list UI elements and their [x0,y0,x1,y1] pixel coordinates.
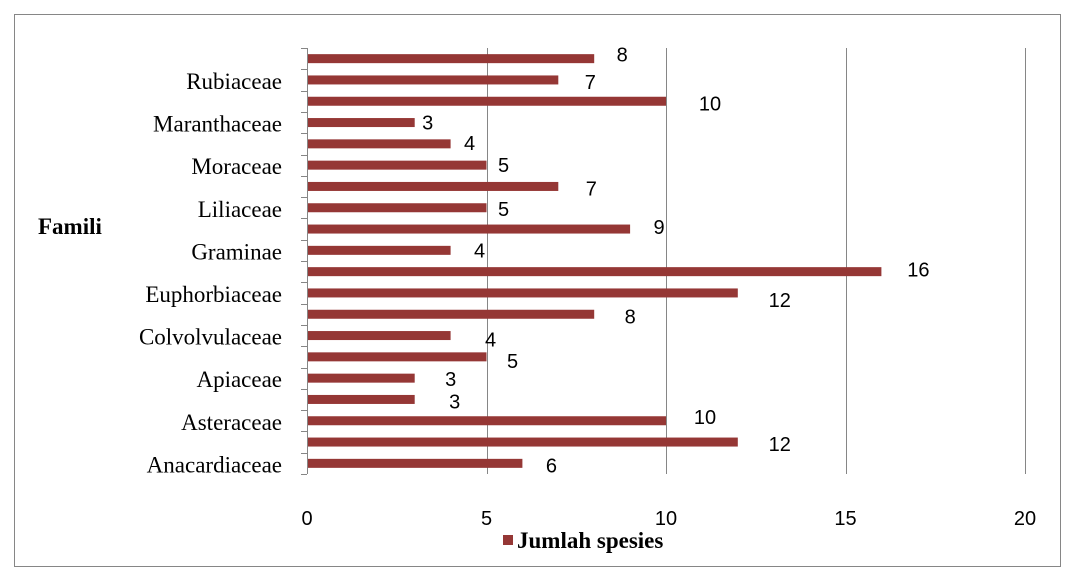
bar [308,160,487,170]
value-axis-labels: 0 5 10 15 20 [301,508,1036,530]
category-label: Moraceae [191,154,282,179]
x-tick-label: 15 [834,508,856,530]
legend-label: Jumlah spesies [517,528,663,553]
category-label: Apiaceae [196,367,282,392]
category-label: Euphorbiaceae [145,282,282,307]
bar [308,437,738,447]
bars [308,54,882,468]
chart-frame [14,14,1061,567]
bar [308,309,595,319]
data-label: 7 [585,72,596,94]
category-label: Asteraceae [181,410,282,435]
bar [308,54,595,64]
bar [308,394,415,404]
data-label: 10 [694,407,716,429]
bar [308,118,415,128]
bar [308,458,523,468]
data-label: 3 [445,369,456,391]
data-label: 5 [507,351,518,373]
x-tick-label: 0 [301,508,312,530]
bar [308,267,882,277]
bar [308,288,738,298]
data-label: 4 [485,330,496,352]
bar [308,416,666,426]
data-label: 7 [586,178,597,200]
bar [308,224,631,234]
category-label: Rubiaceae [186,69,282,94]
x-tick-label: 5 [481,508,492,530]
bar [308,203,487,213]
data-label: 9 [654,217,665,239]
bar [308,373,415,383]
category-label: Maranthaceae [153,112,282,137]
x-tick-label: 10 [655,508,677,530]
category-label: Liliaceae [198,197,282,222]
category-label: Anacardiaceae [147,452,282,477]
category-label: Colvolvulaceae [139,325,282,350]
data-label: 8 [617,45,628,67]
data-label: 8 [625,306,636,328]
y-axis-title: Famili [38,214,102,239]
category-axis-ticks [301,48,307,475]
legend: Jumlah spesies [503,528,663,553]
category-label: Graminae [191,239,282,264]
bar [308,139,451,149]
data-label: 16 [907,260,929,282]
bar [308,75,559,85]
bar [308,245,451,255]
data-label: 12 [769,290,791,312]
bar [308,331,451,341]
x-tick-label: 20 [1014,508,1036,530]
legend-swatch [503,535,513,545]
bar [308,181,559,191]
bar [308,352,487,362]
data-label: 5 [498,199,509,221]
data-label: 5 [498,155,509,177]
data-label: 3 [422,113,433,135]
data-label: 6 [546,455,557,477]
data-label: 4 [464,133,475,155]
data-label: 3 [449,391,460,413]
category-labels: Rubiaceae Maranthaceae Moraceae Liliaceae Gr… [139,69,282,477]
data-label: 4 [474,240,485,262]
gridlines [487,48,1026,474]
bar [308,96,666,106]
data-label: 10 [699,93,721,115]
data-label: 12 [769,434,791,456]
